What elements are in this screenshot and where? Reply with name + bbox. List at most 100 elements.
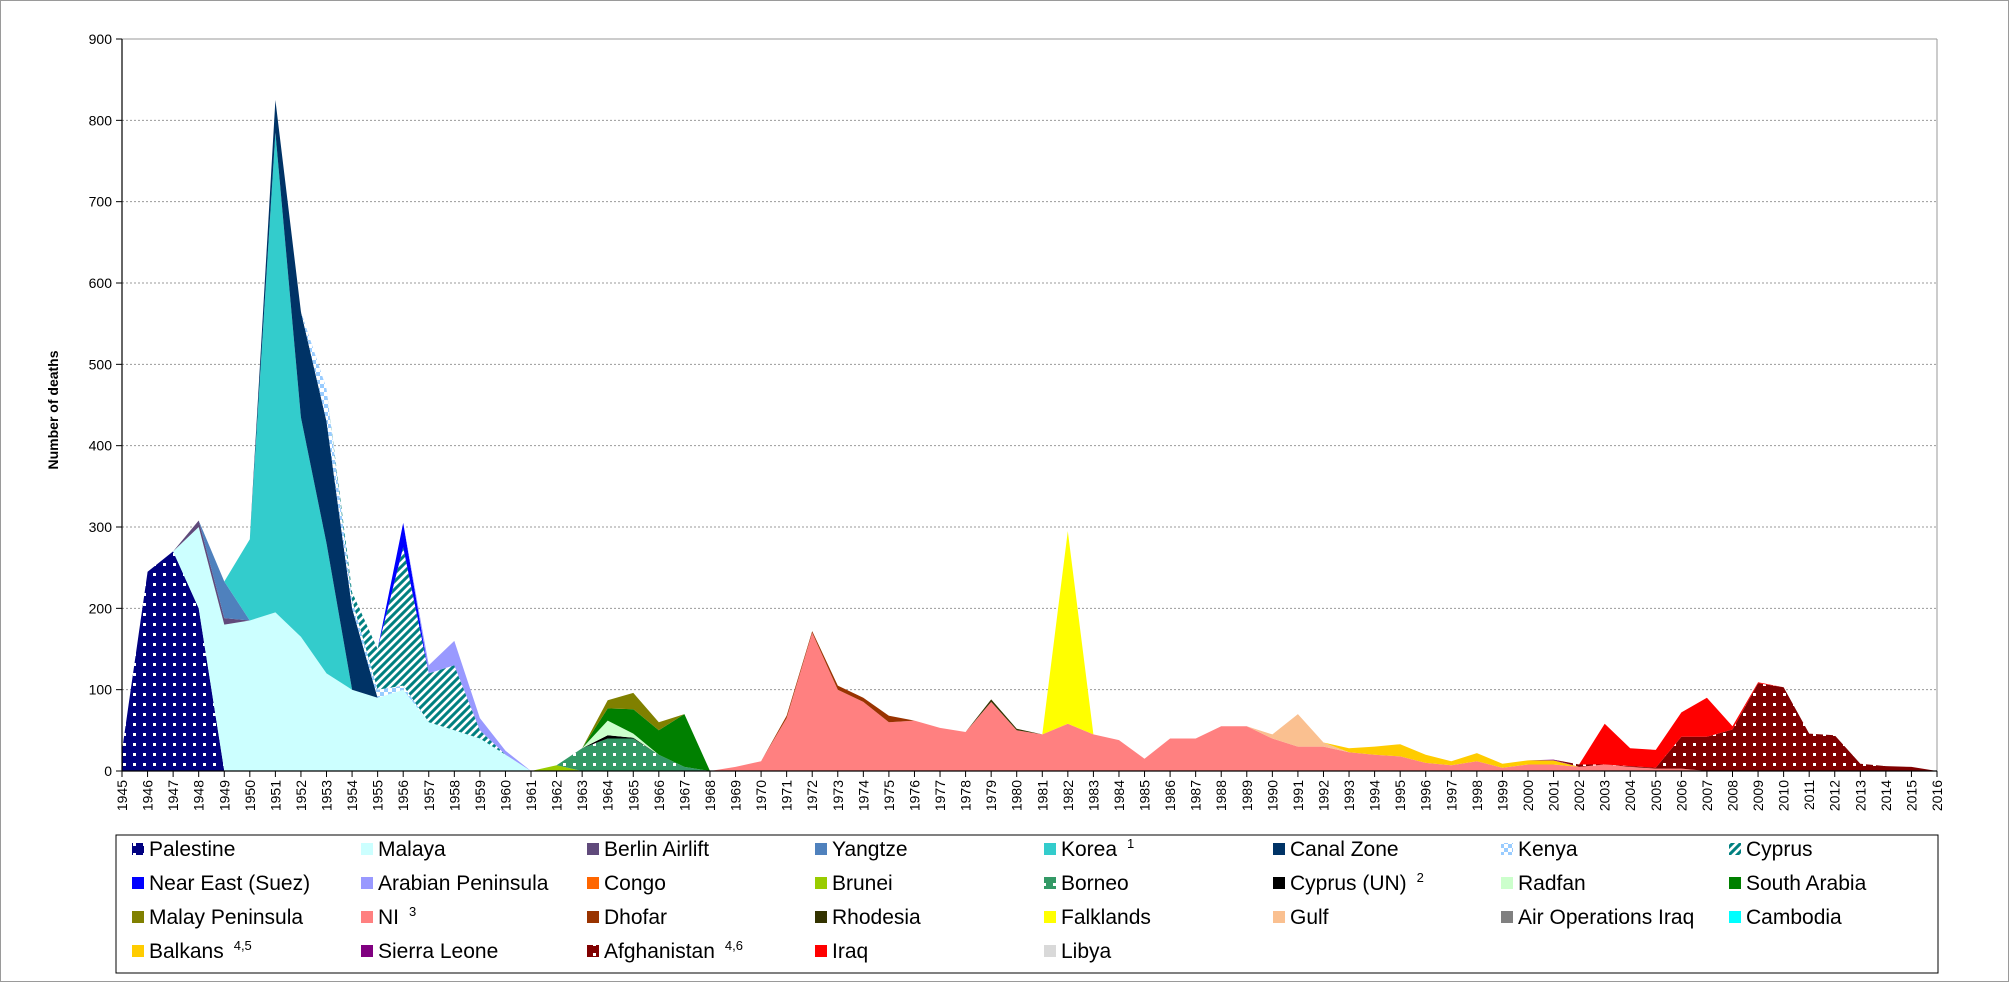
y-tick-label: 800 <box>89 112 113 128</box>
x-tick-label: 1995 <box>1392 780 1408 811</box>
series-korea <box>224 132 353 690</box>
x-tick-label: 2005 <box>1648 780 1664 811</box>
y-axis-label: Number of deaths <box>45 350 61 469</box>
series-falklands <box>1042 531 1094 735</box>
x-tick-label: 2012 <box>1827 780 1843 811</box>
x-tick-label: 1955 <box>370 780 386 811</box>
series-sierra-leone <box>1528 759 1580 767</box>
x-tick-label: 1946 <box>140 780 156 811</box>
x-tick-label: 1982 <box>1060 780 1076 811</box>
x-tick-label: 1945 <box>114 780 130 811</box>
legend-label: Brunei <box>832 872 893 895</box>
x-tick-label: 1958 <box>446 780 462 811</box>
x-tick-label: 1950 <box>242 780 258 811</box>
series-iraq <box>1579 682 1784 768</box>
x-tick-label: 2006 <box>1673 780 1689 811</box>
y-tick-label: 300 <box>89 519 113 535</box>
x-tick-label: 1994 <box>1367 780 1383 811</box>
legend-item: Berlin Airlift <box>587 838 709 861</box>
legend-swatch <box>361 877 373 889</box>
x-tick-label: 1968 <box>702 780 718 811</box>
x-tick-label: 1986 <box>1162 780 1178 811</box>
x-tick-label: 1970 <box>753 780 769 811</box>
legend-footnote: 4,6 <box>725 938 743 953</box>
x-tick-label: 1997 <box>1443 780 1459 811</box>
x-tick-label: 1953 <box>319 780 335 811</box>
legend-label: Balkans <box>149 940 224 963</box>
legend-label: Afghanistan <box>604 940 715 963</box>
legend-item: Borneo <box>1044 872 1129 895</box>
x-tick-label: 1956 <box>395 780 411 811</box>
series-cyprus <box>326 388 506 755</box>
series-malay-peninsula <box>582 692 685 749</box>
x-tick-label: 1991 <box>1290 780 1306 811</box>
series-rhodesia <box>965 699 1043 735</box>
legend-footnote: 4,5 <box>234 938 252 953</box>
legend-item: Yangtze <box>815 838 908 861</box>
legend-label: Congo <box>604 872 666 895</box>
legend-label: Cyprus (UN) <box>1290 872 1407 895</box>
area-series <box>122 100 1937 771</box>
legend-label: Canal Zone <box>1290 838 1399 861</box>
legend-label: Dhofar <box>604 906 667 929</box>
series-brunei <box>531 765 583 771</box>
y-tick-label: 0 <box>104 763 112 779</box>
y-tick-label: 600 <box>89 275 113 291</box>
legend-label: Arabian Peninsula <box>378 872 549 895</box>
x-tick-label: 1974 <box>855 780 871 811</box>
legend-label: Cambodia <box>1746 906 1842 929</box>
legend-swatch <box>587 843 599 855</box>
legend-label: Palestine <box>149 838 235 861</box>
legend-item: Near East (Suez) <box>132 872 310 895</box>
legend-label: Cyprus <box>1746 838 1813 861</box>
series-borneo <box>556 738 710 771</box>
y-tick-label: 200 <box>89 600 113 616</box>
x-tick-label: 2009 <box>1750 780 1766 811</box>
x-tick-label: 2011 <box>1801 780 1817 810</box>
legend-footnote: 1 <box>1127 836 1134 851</box>
x-tick-label: 1998 <box>1469 780 1485 811</box>
series-afghanistan <box>1553 683 1937 771</box>
legend-item: Radfan <box>1501 872 1586 895</box>
series-balkans <box>1323 742 1580 768</box>
legend-swatch <box>1729 843 1741 855</box>
x-tick-label: 2010 <box>1776 780 1792 811</box>
legend-item: NI 3 <box>361 904 416 929</box>
legend-swatch <box>587 911 599 923</box>
x-tick-label: 2015 <box>1903 780 1919 811</box>
legend-item: Cambodia <box>1729 906 1842 929</box>
y-tick-label: 900 <box>89 31 113 47</box>
legend-item: South Arabia <box>1729 872 1867 895</box>
x-tick-label: 1989 <box>1239 780 1255 811</box>
x-tick-label: 1977 <box>932 780 948 811</box>
legend-label: Borneo <box>1061 872 1129 895</box>
legend-swatch <box>1044 843 1056 855</box>
series-ni <box>710 632 1707 771</box>
legend-label: South Arabia <box>1746 872 1867 895</box>
y-tick-label: 400 <box>89 438 113 454</box>
legend-item: Brunei <box>815 872 893 895</box>
x-tick-label: 2003 <box>1597 780 1613 811</box>
legend-item: Korea 1 <box>1044 836 1134 861</box>
legend-label: Kenya <box>1518 838 1578 861</box>
legend-swatch <box>361 945 373 957</box>
x-tick-label: 2016 <box>1929 780 1945 811</box>
y-tick-label: 700 <box>89 194 113 210</box>
legend-swatch <box>815 945 827 957</box>
x-tick-label: 1972 <box>804 780 820 811</box>
series-malaya <box>122 527 531 771</box>
legend-item: Falklands <box>1044 906 1151 929</box>
x-tick-label: 1963 <box>574 780 590 811</box>
legend-item: Rhodesia <box>815 906 921 929</box>
legend-item: Sierra Leone <box>361 940 498 963</box>
y-tick-label: 100 <box>89 682 113 698</box>
x-tick-label: 1967 <box>676 780 692 811</box>
series-gulf <box>1246 714 1349 753</box>
legend-label: Malaya <box>378 838 446 861</box>
legend-item: Canal Zone <box>1273 838 1399 861</box>
legend-label: Near East (Suez) <box>149 872 310 895</box>
legend-item: Dhofar <box>587 906 667 929</box>
legend-item: Cyprus (UN) 2 <box>1273 870 1424 895</box>
x-tick-label: 1985 <box>1137 780 1153 811</box>
